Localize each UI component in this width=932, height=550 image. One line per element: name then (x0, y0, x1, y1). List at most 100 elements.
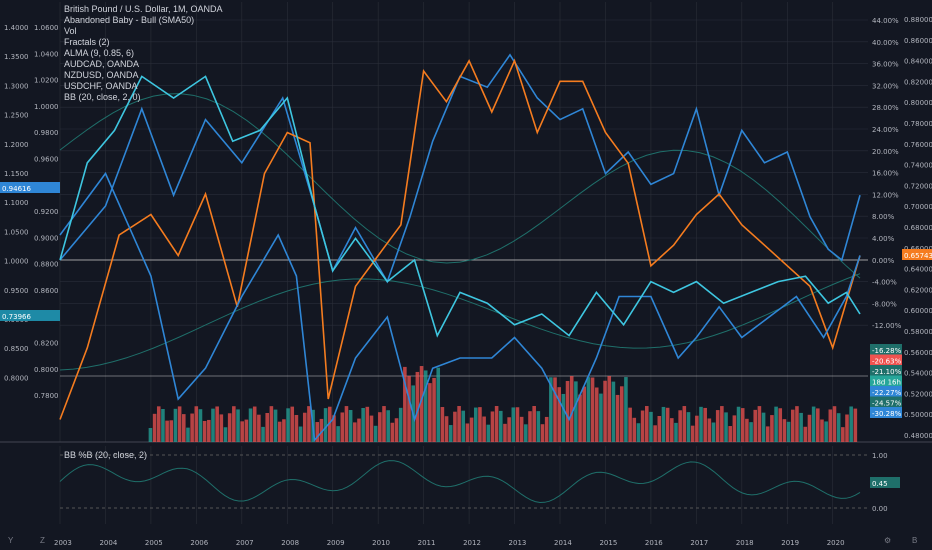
volume-bar (152, 413, 157, 442)
volume-bar (536, 411, 541, 442)
volume-bar (482, 416, 486, 442)
volume-bar (695, 415, 699, 442)
volume-bar (765, 426, 770, 442)
volume-bar (173, 408, 178, 442)
percent-tag: -22.27% (872, 389, 902, 397)
volume-bar (378, 412, 382, 442)
volume-bar (574, 381, 578, 442)
percent-tick-label: -12.00% (872, 322, 902, 330)
legend-item[interactable]: BB (20, close, 2, 0) (64, 92, 141, 102)
volume-bar (390, 422, 395, 442)
volume-bar (215, 406, 219, 442)
right-tick-label: 0.62000 (904, 286, 932, 294)
volume-bar (298, 426, 303, 442)
left-outer-tick-label: 1.0000 (4, 258, 29, 266)
volume-bar (645, 406, 649, 442)
legend-item[interactable]: AUDCAD, OANDA (64, 59, 140, 69)
x-tick-label: 2008 (281, 539, 299, 547)
volume-bar (715, 410, 720, 442)
percent-tick-label: 4.00% (872, 235, 895, 243)
volume-bar (845, 414, 849, 442)
legend-item[interactable]: NZDUSD, OANDA (64, 70, 139, 80)
right-tick-label: 0.86000 (904, 37, 932, 45)
volume-bar (269, 406, 274, 442)
oscillator-legend[interactable]: BB %B (20, close, 2) (64, 450, 148, 460)
volume-bar (811, 406, 816, 442)
volume-bar (786, 421, 791, 442)
settings-icon[interactable]: ⚙ (884, 536, 892, 545)
volume-bar (327, 406, 332, 442)
volume-bar (503, 423, 507, 442)
percent-tag-box (870, 386, 902, 397)
left-inner-tick-label: 0.9600 (34, 156, 59, 164)
volume-bar (532, 406, 536, 442)
volume-bar (265, 412, 269, 442)
volume-bar (190, 413, 194, 442)
x-tick-label: 2019 (781, 539, 799, 547)
left-inner-tick-label: 0.7800 (34, 392, 59, 400)
x-tick-label: 2005 (145, 539, 163, 547)
percent-tag-box (870, 344, 902, 355)
volume-bar (740, 408, 745, 442)
left-outer-tick-label: 1.4000 (4, 24, 29, 32)
volume-bar (628, 407, 632, 442)
volume-bar (515, 407, 520, 442)
volume-bar (853, 408, 858, 442)
percent-tag: -21.10% (872, 368, 902, 376)
volume-bar (344, 406, 349, 442)
percent-tick-label: 44.00% (872, 17, 899, 25)
zoom-icon[interactable]: Z (40, 536, 45, 545)
right-tick-label: 0.78000 (904, 120, 932, 128)
legend-item[interactable]: Abandoned Baby - Bull (SMA50) (64, 15, 195, 25)
volume-bar (770, 415, 774, 442)
volume-bar (657, 415, 662, 442)
volume-bar (261, 426, 265, 442)
bollinger-upper-band (59, 93, 861, 279)
x-tick-label: 2011 (418, 539, 436, 547)
left-inner-tick-label: 0.8800 (34, 261, 59, 269)
legend-title[interactable]: British Pound / U.S. Dollar, 1M, OANDA (64, 4, 223, 14)
volume-bar (615, 394, 620, 442)
volume-bar (699, 406, 703, 442)
volume-bar (286, 408, 290, 442)
legend-item[interactable]: Vol (64, 26, 77, 36)
percent-tick-label: 32.00% (872, 82, 899, 90)
volume-bar (841, 427, 845, 442)
volume-bar (724, 412, 728, 442)
x-tick-label: 2009 (327, 539, 345, 547)
volume-bar (453, 411, 457, 442)
volume-bar (565, 380, 570, 442)
volume-bar (290, 406, 295, 442)
volume-bar (665, 407, 670, 442)
right-tick-label: 0.76000 (904, 141, 932, 149)
right-tick-label: 0.72000 (904, 182, 932, 190)
volume-bar (707, 418, 712, 442)
right-tick-label: 0.64000 (904, 266, 932, 274)
volume-bar (323, 408, 328, 442)
volume-bar (282, 419, 286, 442)
left-inner-tick-label: 0.9000 (34, 234, 59, 242)
left-blue-price-tag: 0.94616 (2, 185, 31, 193)
left-teal-price-tag: 0.73966 (2, 313, 31, 321)
percent-tick-label: -8.00% (872, 300, 897, 308)
scale-toggle-icon[interactable]: B (912, 536, 918, 545)
volume-bar (194, 406, 199, 442)
legend-item[interactable]: ALMA (9, 0.85, 6) (64, 48, 135, 58)
volume-bar (824, 421, 828, 442)
percent-tick-label: 16.00% (872, 170, 899, 178)
y-axis-toggle-icon[interactable]: Y (8, 536, 14, 545)
legend-item[interactable]: Fractals (2) (64, 37, 110, 47)
x-tick-label: 2012 (463, 539, 481, 547)
left-inner-tick-label: 1.0600 (34, 24, 59, 32)
volume-bar (611, 381, 616, 442)
volume-bar (774, 406, 778, 442)
right-tick-label: 0.48000 (904, 432, 932, 440)
legend-item[interactable]: USDCHF, OANDA (64, 81, 138, 91)
percent-tag-box (870, 396, 902, 408)
volume-bar (302, 412, 307, 442)
series-line-audcad (59, 58, 861, 420)
volume-bar (624, 377, 628, 442)
volume-bar (432, 377, 436, 442)
volume-bar (373, 425, 378, 442)
volume-bar (161, 409, 165, 442)
